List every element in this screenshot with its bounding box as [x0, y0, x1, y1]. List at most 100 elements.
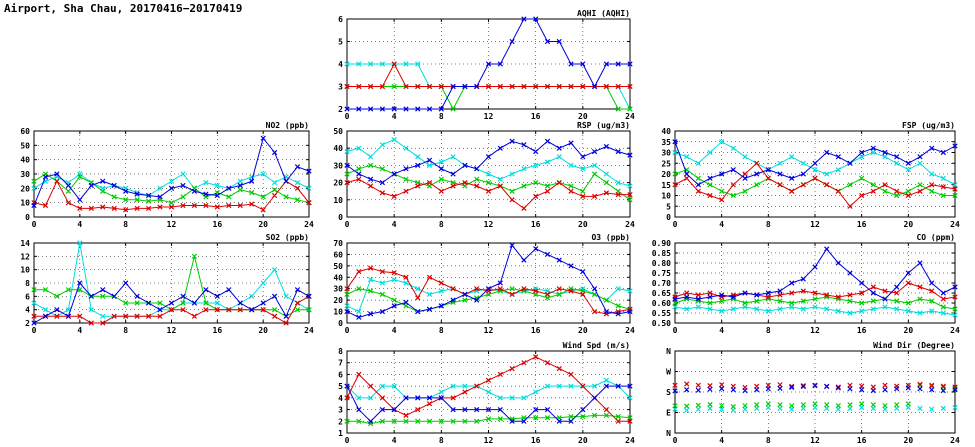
svg-text:0.55: 0.55 [652, 309, 671, 318]
svg-text:16: 16 [531, 436, 541, 445]
svg-text:0: 0 [25, 213, 30, 222]
svg-text:6: 6 [338, 370, 343, 379]
svg-text:1: 1 [338, 429, 343, 438]
svg-text:CO (ppm): CO (ppm) [916, 233, 955, 242]
chart-svg-rsp: 0 4 8 12 16 20 24 0 10 20 30 40 50 RSP (ug/m3) [333, 121, 635, 229]
svg-text:4: 4 [392, 436, 397, 445]
svg-text:12: 12 [484, 436, 494, 445]
svg-text:24: 24 [950, 326, 960, 335]
svg-text:40: 40 [661, 127, 671, 136]
svg-text:60: 60 [20, 127, 30, 136]
svg-text:24: 24 [625, 112, 635, 121]
svg-text:24: 24 [625, 220, 635, 229]
svg-text:8: 8 [439, 220, 444, 229]
svg-text:12: 12 [167, 220, 177, 229]
svg-text:4: 4 [77, 326, 82, 335]
svg-text:2: 2 [338, 417, 343, 426]
svg-text:0: 0 [338, 213, 343, 222]
svg-text:0: 0 [345, 436, 350, 445]
svg-text:24: 24 [625, 436, 635, 445]
svg-text:4: 4 [338, 60, 343, 69]
svg-text:16: 16 [213, 220, 223, 229]
svg-text:12: 12 [484, 112, 494, 121]
svg-text:25: 25 [661, 159, 671, 168]
svg-text:12: 12 [810, 220, 820, 229]
svg-text:10: 10 [333, 308, 343, 317]
svg-text:0.50: 0.50 [652, 319, 671, 328]
chart-o3: 0 4 8 12 16 20 24 0 10 20 30 40 50 60 70 O3 (ppb) [313, 230, 635, 336]
chart-wind-speed: 0 4 8 12 16 20 24 1 2 3 4 5 6 7 8 Wind Spd (m/s) [313, 338, 635, 446]
svg-text:AQHI (AQHI): AQHI (AQHI) [577, 9, 630, 18]
svg-text:16: 16 [857, 436, 867, 445]
svg-text:NO2 (ppb): NO2 (ppb) [266, 121, 309, 130]
svg-text:5: 5 [338, 382, 343, 391]
svg-text:12: 12 [810, 436, 820, 445]
svg-text:8: 8 [338, 347, 343, 356]
page-title: Airport, Sha Chau, 20170416−20170419 [4, 2, 243, 15]
svg-text:20: 20 [904, 326, 914, 335]
svg-text:20: 20 [904, 436, 914, 445]
svg-text:16: 16 [531, 326, 541, 335]
svg-text:8: 8 [766, 220, 771, 229]
svg-text:0: 0 [673, 220, 678, 229]
svg-text:20: 20 [20, 184, 30, 193]
svg-text:2: 2 [25, 319, 30, 328]
chart-so2: 0 4 8 12 16 20 24 2 4 6 8 10 12 14 SO2 (ppb) [0, 230, 314, 336]
svg-text:12: 12 [484, 220, 494, 229]
svg-text:W: W [666, 368, 671, 377]
svg-text:30: 30 [333, 161, 343, 170]
chart-rsp: 0 4 8 12 16 20 24 0 10 20 30 40 50 RSP (ug/m3) [313, 118, 635, 230]
svg-text:40: 40 [20, 156, 30, 165]
chart-co: 0 4 8 12 16 20 24 0.50 0.55 0.60 0.65 0.70 0.75 0.80 0… [641, 230, 960, 336]
svg-text:8: 8 [123, 326, 128, 335]
svg-text:40: 40 [333, 144, 343, 153]
svg-text:4: 4 [719, 220, 724, 229]
svg-text:5: 5 [338, 38, 343, 47]
svg-text:N: N [666, 429, 671, 438]
svg-text:0: 0 [345, 112, 350, 121]
svg-text:20: 20 [661, 170, 671, 179]
svg-text:0: 0 [32, 326, 37, 335]
svg-text:8: 8 [25, 279, 30, 288]
svg-text:0.75: 0.75 [652, 269, 671, 278]
svg-text:24: 24 [304, 326, 314, 335]
svg-text:20: 20 [258, 220, 268, 229]
svg-text:8: 8 [766, 326, 771, 335]
svg-text:20: 20 [333, 179, 343, 188]
svg-text:0: 0 [666, 213, 671, 222]
svg-text:0.70: 0.70 [652, 279, 671, 288]
svg-text:50: 50 [20, 141, 30, 150]
svg-text:16: 16 [531, 112, 541, 121]
svg-text:8: 8 [123, 220, 128, 229]
svg-text:0: 0 [345, 326, 350, 335]
svg-text:70: 70 [333, 239, 343, 248]
svg-text:5: 5 [666, 202, 671, 211]
svg-text:4: 4 [392, 220, 397, 229]
svg-text:12: 12 [810, 326, 820, 335]
svg-text:Wind Dir (Degree): Wind Dir (Degree) [873, 340, 955, 350]
svg-text:4: 4 [719, 436, 724, 445]
svg-text:S: S [666, 388, 671, 397]
svg-text:10: 10 [661, 192, 671, 201]
svg-text:20: 20 [578, 326, 588, 335]
svg-text:6: 6 [25, 292, 30, 301]
chart-fsp: 0 4 8 12 16 20 24 0 5 10 15 20 25 30 35 40 FSP (ug/m3) [641, 118, 960, 230]
svg-text:4: 4 [392, 112, 397, 121]
svg-text:O3 (ppb): O3 (ppb) [591, 233, 630, 242]
svg-text:16: 16 [857, 326, 867, 335]
svg-text:0.90: 0.90 [652, 239, 671, 248]
svg-text:30: 30 [20, 170, 30, 179]
svg-text:20: 20 [578, 436, 588, 445]
svg-text:0.85: 0.85 [652, 249, 671, 258]
svg-text:3: 3 [338, 406, 343, 415]
svg-text:20: 20 [578, 220, 588, 229]
svg-text:2: 2 [338, 105, 343, 114]
svg-text:24: 24 [950, 220, 960, 229]
svg-text:50: 50 [333, 262, 343, 271]
svg-text:30: 30 [333, 285, 343, 294]
svg-text:E: E [666, 409, 671, 418]
svg-text:14: 14 [20, 239, 30, 248]
svg-text:7: 7 [338, 359, 343, 368]
